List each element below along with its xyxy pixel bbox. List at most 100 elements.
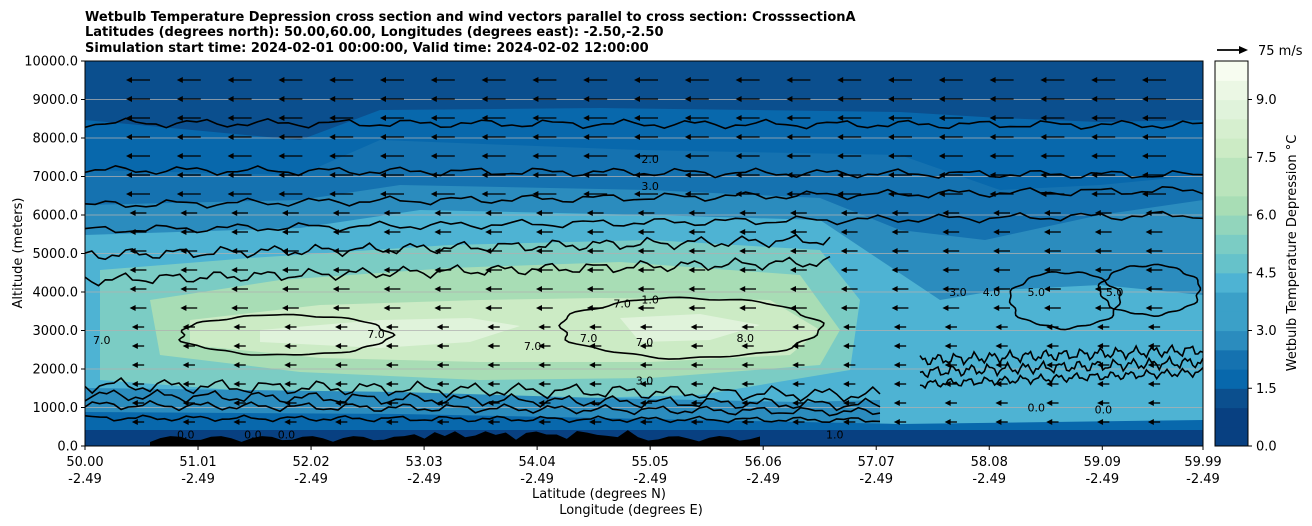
- wind-vector: [532, 77, 557, 83]
- wind-vector: [329, 77, 354, 83]
- wind-vector: [589, 381, 602, 387]
- x-tick-label-lon: -2.49: [859, 472, 893, 487]
- x-axis-label-latitude: Latitude (degrees N): [532, 487, 666, 502]
- wind-vector-head: [786, 134, 793, 140]
- wind-vector-head: [684, 172, 691, 178]
- wind-vector-head: [487, 324, 494, 330]
- wind-vector-head: [436, 324, 443, 330]
- wind-vector-head: [536, 305, 542, 311]
- wind-vector: [1097, 362, 1110, 368]
- wind-vector: [1147, 343, 1161, 349]
- wind-vector: [1094, 267, 1112, 273]
- wind-vector: [182, 324, 195, 330]
- wind-vector-head: [995, 343, 1002, 349]
- wind-vector: [786, 96, 811, 102]
- wind-vector-head: [430, 96, 437, 102]
- wind-vector: [329, 134, 354, 140]
- wind-vector-head: [888, 134, 894, 140]
- wind-vector-head: [1094, 210, 1101, 216]
- wind-vector: [129, 248, 147, 254]
- y-tick-label: 6000.0: [33, 209, 79, 224]
- wind-vector-head: [284, 400, 291, 406]
- wind-vector-head: [434, 267, 441, 273]
- wind-vector-head: [840, 210, 847, 216]
- wind-vector-head: [792, 362, 799, 368]
- wind-vector: [131, 419, 145, 425]
- wind-vector-head: [837, 115, 844, 121]
- wind-vector-head: [131, 324, 138, 330]
- wind-vector: [485, 229, 502, 235]
- wind-vector-head: [893, 419, 900, 425]
- wind-vector-head: [634, 134, 640, 140]
- wind-vector: [688, 267, 706, 273]
- wind-vector: [1046, 343, 1059, 349]
- wind-vector-head: [129, 229, 136, 235]
- wind-vector-head: [583, 134, 590, 140]
- wind-vector: [942, 286, 960, 292]
- wind-vector-head: [942, 210, 949, 216]
- wind-vector: [329, 191, 354, 197]
- wind-vector-head: [383, 305, 390, 311]
- wind-vector-head: [282, 267, 288, 273]
- wind-vector-head: [690, 324, 697, 330]
- wind-vector: [434, 210, 452, 216]
- wind-vector: [989, 172, 1014, 178]
- wind-vector-head: [843, 324, 850, 330]
- wind-vector-head: [129, 267, 136, 273]
- wind-vector: [536, 267, 553, 273]
- wind-vector-head: [741, 400, 748, 406]
- wind-vector-head: [1040, 153, 1047, 159]
- wind-vector-head: [1145, 286, 1152, 292]
- wind-vector: [583, 191, 608, 197]
- wind-vector-head: [634, 153, 640, 159]
- wind-vector: [430, 96, 455, 102]
- wind-vector-head: [1142, 134, 1148, 140]
- wind-vector-head: [583, 172, 590, 178]
- chart-title-line-3: Simulation start time: 2024-02-01 00:00:…: [85, 41, 649, 56]
- wind-vector-head: [786, 191, 793, 197]
- wind-vector: [1094, 305, 1112, 311]
- wind-vector: [1091, 77, 1116, 83]
- wind-vector: [684, 191, 709, 197]
- wind-vector-head: [741, 343, 748, 349]
- wind-vector-head: [335, 400, 342, 406]
- wind-vector-head: [329, 115, 336, 121]
- wind-vector-head: [380, 191, 386, 197]
- wind-vector: [1044, 286, 1061, 292]
- wind-vector: [538, 381, 551, 387]
- wind-vector-head: [1145, 305, 1152, 311]
- wind-vector-head: [888, 191, 894, 197]
- wind-vector: [684, 153, 709, 159]
- wind-vector-head: [481, 134, 488, 140]
- wind-vector-head: [993, 229, 1000, 235]
- wind-vector: [434, 286, 452, 292]
- wind-vector-head: [837, 172, 844, 178]
- wind-vector-head: [481, 191, 488, 197]
- wind-vector: [1040, 191, 1065, 197]
- wind-vector: [481, 172, 506, 178]
- wind-vector: [735, 172, 760, 178]
- wind-vector: [385, 400, 399, 406]
- wind-vector-head: [1094, 267, 1101, 273]
- wind-vector: [893, 419, 907, 425]
- wind-vector-head: [634, 96, 640, 102]
- y-tick-label: 4000.0: [33, 286, 79, 301]
- colorbar-frame: [1214, 60, 1249, 447]
- wind-vector: [735, 115, 760, 121]
- wind-vector: [231, 286, 248, 292]
- wind-vector-head: [329, 134, 336, 140]
- wind-vector: [227, 153, 252, 159]
- wind-vector-head: [786, 172, 793, 178]
- wind-vector: [690, 419, 703, 425]
- wind-vector-head: [637, 286, 644, 292]
- wind-vector: [993, 305, 1010, 311]
- wind-vector: [233, 362, 246, 368]
- wind-vector-head: [891, 229, 898, 235]
- wind-vector: [589, 400, 602, 406]
- colorbar: 0.0 1.5 3.0 4.5 6.0 7.5 9.0 Wetbulb Temperatur…: [1214, 60, 1300, 455]
- wind-vector: [129, 305, 147, 311]
- contour-label-16: 0.0: [1028, 401, 1046, 414]
- wind-vector-head: [227, 96, 234, 102]
- wind-vector-head: [1046, 381, 1053, 387]
- wind-vector: [639, 324, 653, 330]
